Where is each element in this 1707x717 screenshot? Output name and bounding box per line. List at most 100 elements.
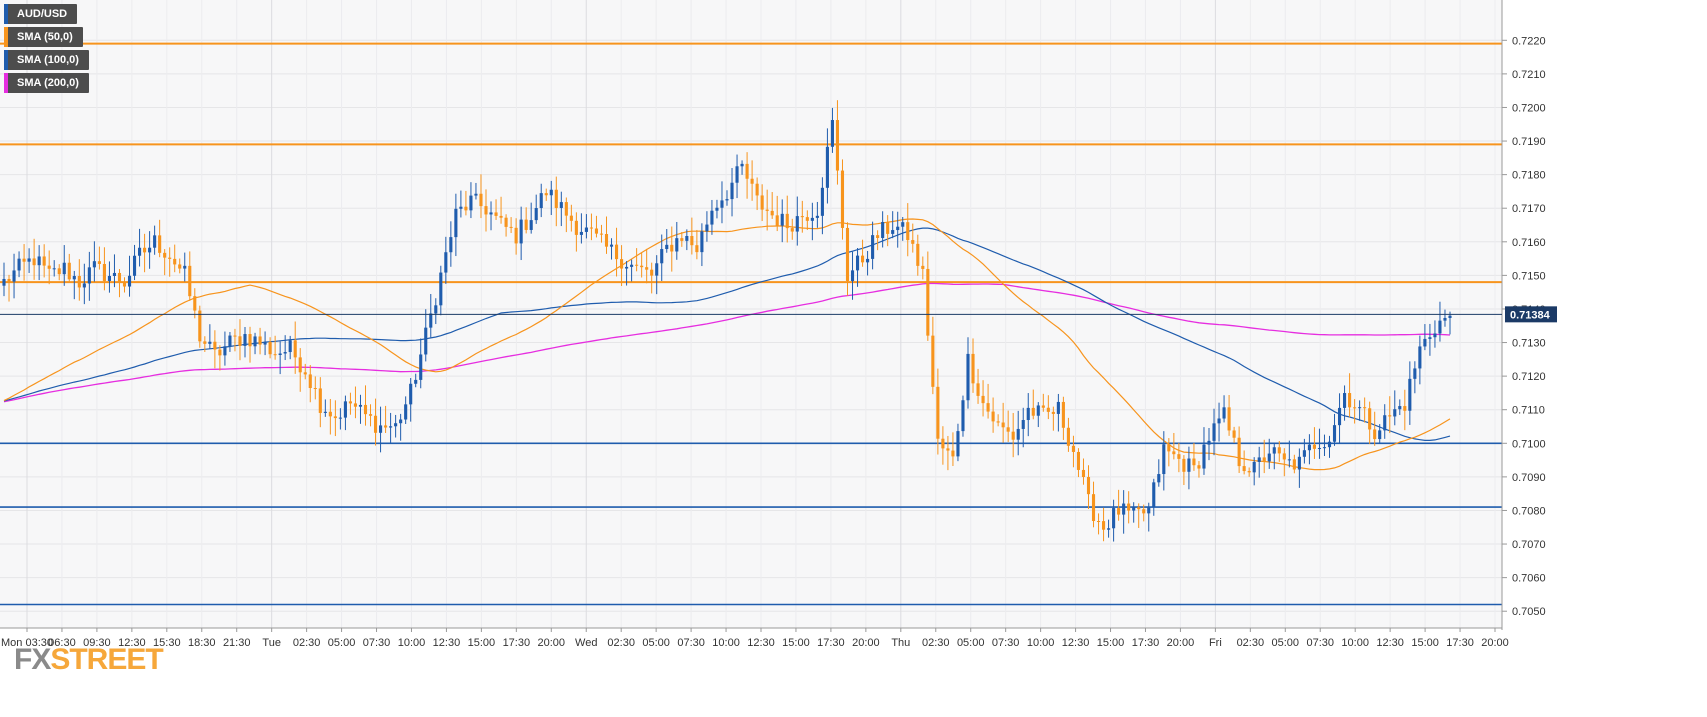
- last-price-label: 0.71384: [1510, 309, 1551, 321]
- candle-body: [906, 222, 910, 241]
- candle: [790, 218, 794, 240]
- candle-body: [474, 193, 478, 196]
- candle: [1152, 478, 1156, 516]
- candle: [514, 218, 518, 255]
- candle-body: [996, 421, 1000, 423]
- candle: [1142, 504, 1146, 522]
- x-tick-label: 15:00: [1411, 637, 1439, 649]
- candle: [660, 234, 664, 281]
- candle-body: [1041, 405, 1045, 408]
- candle-body: [1353, 407, 1357, 409]
- candle: [1413, 361, 1417, 394]
- x-tick-label: Wed: [575, 637, 597, 649]
- candle-body: [886, 221, 890, 234]
- candle-body: [1403, 406, 1407, 411]
- candle-body: [138, 247, 142, 256]
- candle: [1167, 438, 1171, 467]
- candle: [1247, 467, 1251, 477]
- candle: [379, 406, 383, 453]
- candle: [996, 414, 1000, 427]
- candle-body: [660, 249, 664, 264]
- candle-body: [1343, 393, 1347, 408]
- candle-body: [122, 282, 127, 287]
- candle-body: [333, 416, 337, 419]
- candle-body: [1212, 423, 1216, 441]
- candle-body: [1217, 418, 1221, 424]
- candle: [148, 231, 152, 269]
- y-tick-label: 0.7170: [1512, 203, 1546, 215]
- candle: [228, 331, 232, 352]
- candle-body: [22, 258, 26, 262]
- candle: [52, 260, 56, 277]
- candle: [981, 380, 985, 417]
- candle: [780, 199, 784, 243]
- candle: [840, 159, 845, 240]
- candle-body: [961, 400, 965, 432]
- x-tick-label: 02:30: [922, 637, 950, 649]
- candle-body: [203, 341, 207, 344]
- candle-body: [238, 336, 242, 346]
- candle: [614, 227, 619, 277]
- candle-body: [1378, 430, 1382, 440]
- candle-body: [1122, 503, 1126, 515]
- candle-body: [7, 278, 11, 282]
- candle-body: [690, 236, 694, 246]
- candle-body: [27, 258, 31, 262]
- candle-body: [117, 272, 122, 283]
- candle: [1378, 424, 1382, 444]
- candle: [2, 262, 6, 297]
- candle-body: [1332, 425, 1337, 442]
- candle-body: [911, 240, 915, 244]
- candle: [1348, 373, 1352, 418]
- candle: [1192, 442, 1196, 471]
- candle: [936, 368, 940, 455]
- candle-body: [810, 217, 814, 221]
- candle: [881, 211, 885, 248]
- candle: [22, 244, 26, 281]
- candle-body: [1091, 494, 1096, 522]
- candle: [258, 327, 262, 355]
- candle: [168, 247, 172, 277]
- candle-body: [820, 187, 824, 216]
- candle-body: [464, 206, 468, 211]
- candle-body: [1162, 444, 1166, 475]
- candle-body: [735, 166, 739, 183]
- candle: [27, 248, 31, 273]
- candle: [941, 426, 945, 465]
- candle: [238, 319, 242, 361]
- candle-body: [213, 341, 217, 350]
- candle: [318, 377, 322, 428]
- candle-body: [434, 305, 438, 314]
- candle-body: [680, 238, 684, 241]
- candle: [253, 332, 257, 355]
- x-tick-label: 21:30: [223, 637, 251, 649]
- candle: [650, 262, 654, 294]
- candle-body: [881, 221, 885, 238]
- x-tick-label: 20:00: [538, 637, 566, 649]
- candle-body: [896, 226, 900, 231]
- candle: [454, 193, 458, 257]
- candle-body: [1348, 393, 1352, 408]
- candle: [153, 225, 157, 255]
- candle: [1076, 448, 1081, 478]
- candle: [7, 274, 11, 302]
- candle: [921, 256, 925, 280]
- candle: [986, 383, 990, 419]
- fxstreet-logo: FXSTREET: [14, 643, 164, 676]
- candle-body: [1051, 411, 1055, 414]
- candle-body: [82, 283, 86, 288]
- candle: [630, 259, 634, 282]
- candle: [835, 100, 840, 185]
- candle-body: [148, 247, 152, 253]
- y-tick-label: 0.7220: [1512, 35, 1546, 47]
- y-tick-label: 0.7200: [1512, 102, 1546, 114]
- candle: [620, 245, 624, 286]
- candle: [1337, 393, 1342, 444]
- candle: [243, 327, 247, 358]
- candle-body: [625, 266, 629, 269]
- candle-body: [424, 327, 428, 355]
- candle: [409, 378, 413, 422]
- candle-body: [389, 426, 393, 428]
- candle: [1327, 435, 1332, 458]
